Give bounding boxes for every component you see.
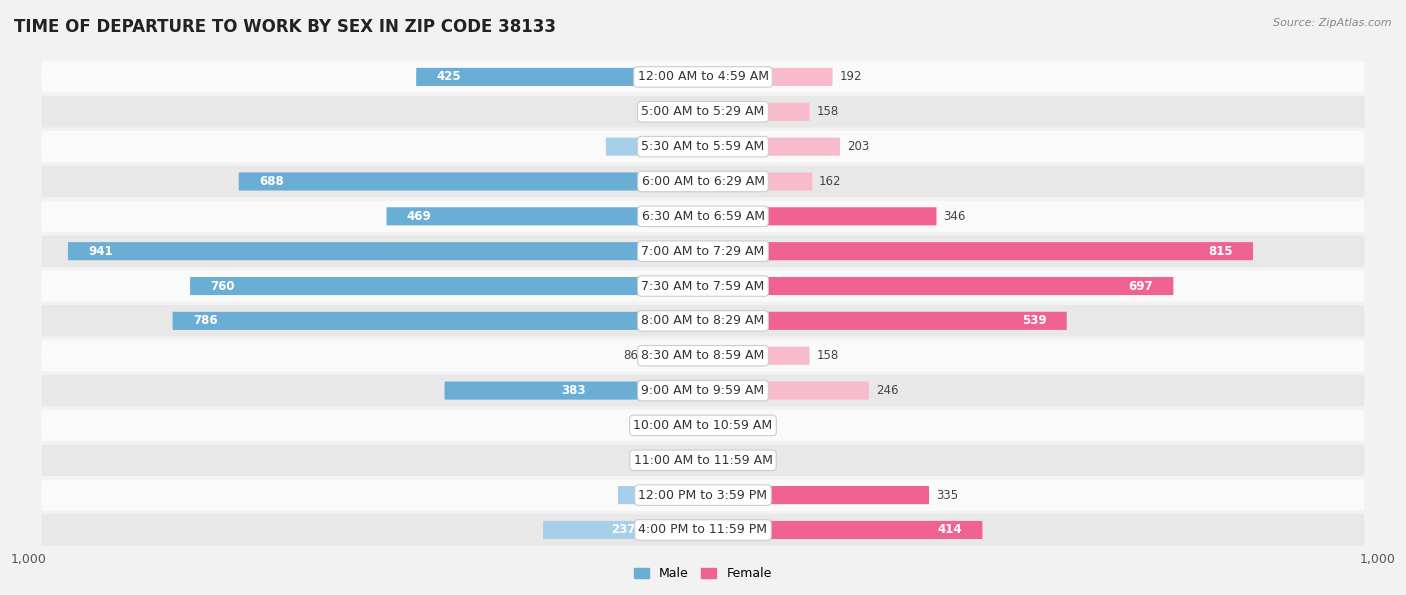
FancyBboxPatch shape [703,451,721,469]
FancyBboxPatch shape [42,201,1364,232]
Text: 414: 414 [938,524,962,537]
Text: 9:00 AM to 9:59 AM: 9:00 AM to 9:59 AM [641,384,765,397]
Text: 5:00 AM to 5:29 AM: 5:00 AM to 5:29 AM [641,105,765,118]
Text: 7:00 AM to 7:29 AM: 7:00 AM to 7:29 AM [641,245,765,258]
FancyBboxPatch shape [703,347,810,365]
Text: 12:00 AM to 4:59 AM: 12:00 AM to 4:59 AM [637,70,769,83]
FancyBboxPatch shape [703,137,839,156]
FancyBboxPatch shape [42,444,1364,476]
Text: 126: 126 [648,488,672,502]
Text: 203: 203 [846,140,869,153]
FancyBboxPatch shape [703,103,810,121]
Text: 246: 246 [876,384,898,397]
Text: 192: 192 [839,70,862,83]
Text: 4:00 PM to 11:59 PM: 4:00 PM to 11:59 PM [638,524,768,537]
FancyBboxPatch shape [42,305,1364,337]
Text: 35: 35 [658,419,672,432]
Text: 760: 760 [211,280,235,293]
Text: 27: 27 [728,454,742,466]
FancyBboxPatch shape [416,68,703,86]
FancyBboxPatch shape [42,410,1364,441]
Text: 5:30 AM to 5:59 AM: 5:30 AM to 5:59 AM [641,140,765,153]
Text: 469: 469 [406,210,432,223]
Text: 57: 57 [643,105,658,118]
Text: 11:00 AM to 11:59 AM: 11:00 AM to 11:59 AM [634,454,772,466]
Text: 237: 237 [610,524,636,537]
FancyBboxPatch shape [42,236,1364,267]
FancyBboxPatch shape [387,207,703,226]
FancyBboxPatch shape [67,242,703,260]
Text: 425: 425 [436,70,461,83]
Text: 86: 86 [623,349,638,362]
Text: 158: 158 [817,349,838,362]
Text: 383: 383 [561,384,586,397]
FancyBboxPatch shape [703,381,869,400]
FancyBboxPatch shape [703,68,832,86]
FancyBboxPatch shape [645,347,703,365]
FancyBboxPatch shape [42,514,1364,546]
FancyBboxPatch shape [42,166,1364,197]
FancyBboxPatch shape [703,207,936,226]
FancyBboxPatch shape [703,173,813,190]
Text: 162: 162 [820,175,842,188]
Text: 144: 144 [643,140,666,153]
FancyBboxPatch shape [619,486,703,504]
FancyBboxPatch shape [239,173,703,190]
FancyBboxPatch shape [42,96,1364,127]
Text: 6:30 AM to 6:59 AM: 6:30 AM to 6:59 AM [641,210,765,223]
FancyBboxPatch shape [606,137,703,156]
FancyBboxPatch shape [703,486,929,504]
FancyBboxPatch shape [42,61,1364,93]
Text: 539: 539 [1022,314,1046,327]
Text: 12:00 PM to 3:59 PM: 12:00 PM to 3:59 PM [638,488,768,502]
FancyBboxPatch shape [703,416,725,434]
FancyBboxPatch shape [543,521,703,539]
FancyBboxPatch shape [42,375,1364,406]
FancyBboxPatch shape [190,277,703,295]
FancyBboxPatch shape [42,270,1364,302]
FancyBboxPatch shape [665,103,703,121]
Text: Source: ZipAtlas.com: Source: ZipAtlas.com [1274,18,1392,28]
Text: 346: 346 [943,210,966,223]
Text: 10:00 AM to 10:59 AM: 10:00 AM to 10:59 AM [634,419,772,432]
Text: 6:00 AM to 6:29 AM: 6:00 AM to 6:29 AM [641,175,765,188]
FancyBboxPatch shape [173,312,703,330]
FancyBboxPatch shape [42,340,1364,371]
Text: 688: 688 [259,175,284,188]
Text: 7:30 AM to 7:59 AM: 7:30 AM to 7:59 AM [641,280,765,293]
FancyBboxPatch shape [703,242,1253,260]
FancyBboxPatch shape [679,416,703,434]
FancyBboxPatch shape [703,312,1067,330]
Text: 815: 815 [1208,245,1233,258]
Text: 8:30 AM to 8:59 AM: 8:30 AM to 8:59 AM [641,349,765,362]
FancyBboxPatch shape [703,521,983,539]
Text: 8:00 AM to 8:29 AM: 8:00 AM to 8:29 AM [641,314,765,327]
FancyBboxPatch shape [692,451,703,469]
Text: 941: 941 [89,245,112,258]
FancyBboxPatch shape [42,131,1364,162]
FancyBboxPatch shape [42,480,1364,511]
Text: 34: 34 [733,419,748,432]
FancyBboxPatch shape [703,277,1174,295]
Legend: Male, Female: Male, Female [630,562,776,585]
Text: 335: 335 [936,488,957,502]
Text: 697: 697 [1129,280,1153,293]
Text: 786: 786 [193,314,218,327]
FancyBboxPatch shape [444,381,703,400]
Text: 158: 158 [817,105,838,118]
Text: TIME OF DEPARTURE TO WORK BY SEX IN ZIP CODE 38133: TIME OF DEPARTURE TO WORK BY SEX IN ZIP … [14,18,555,36]
Text: 16: 16 [671,454,686,466]
